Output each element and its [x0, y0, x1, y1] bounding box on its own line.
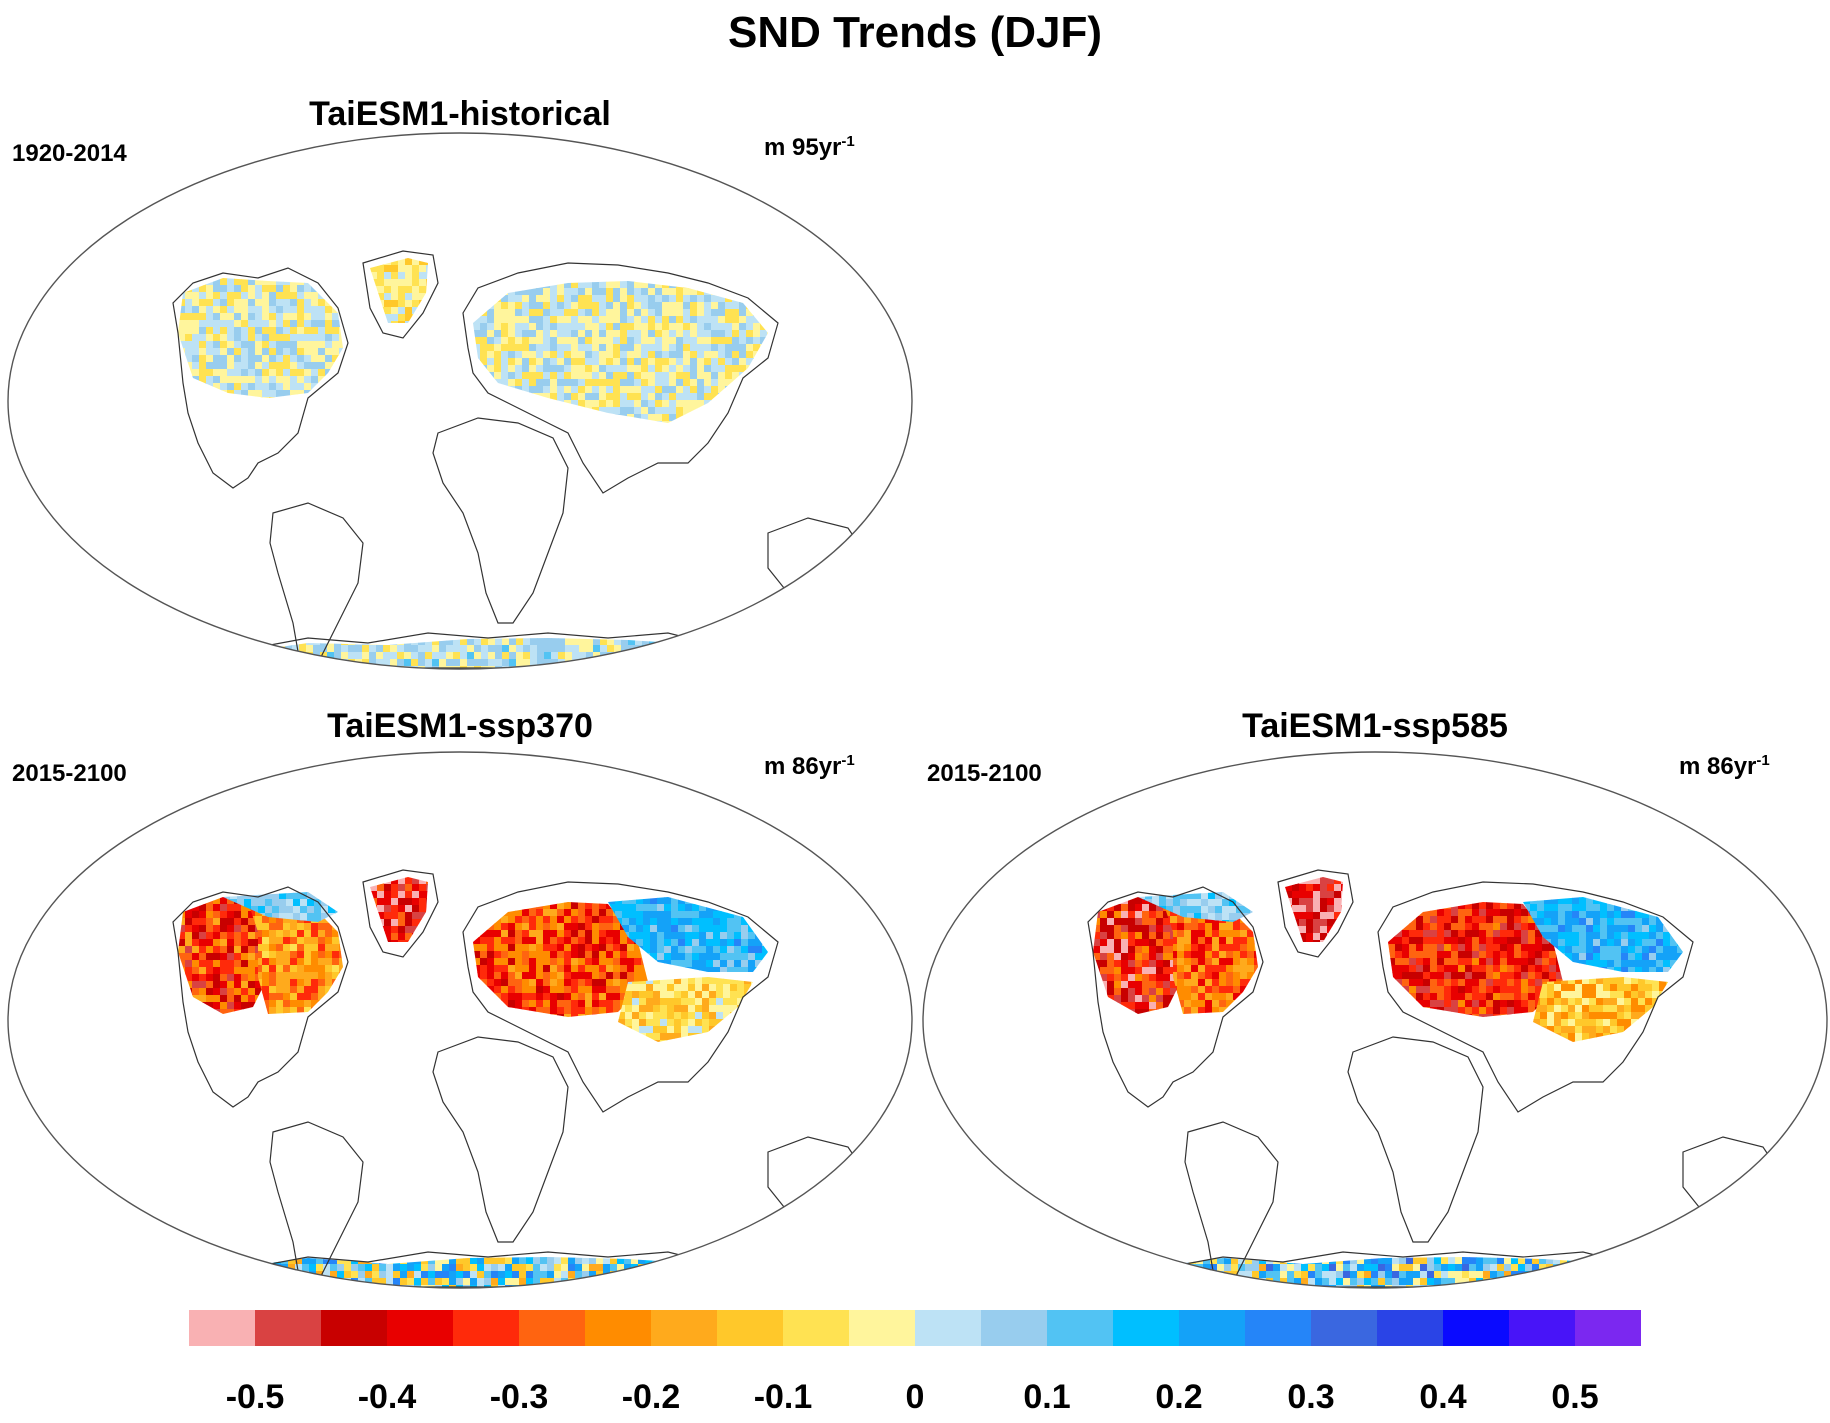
map-border [7, 132, 913, 670]
panel-title-ssp370: TaiESM1-ssp370 [327, 707, 593, 745]
colorbar [189, 1310, 1641, 1346]
coastline-africa [432, 417, 569, 624]
trend-field [178, 278, 343, 398]
units-label-ssp585: m 86yr-1 [1679, 752, 1770, 780]
colorbar-tick-label: -0.1 [753, 1378, 813, 1416]
coastline-northAmerica [172, 267, 349, 489]
panel-title-historical: TaiESM1-historical [309, 95, 611, 133]
map-ssp370 [7, 751, 913, 1289]
colorbar-swatch [321, 1310, 388, 1346]
colorbar-swatch [651, 1310, 718, 1346]
colorbar-swatch [717, 1310, 784, 1346]
colorbar-tick-label: -0.4 [357, 1378, 417, 1416]
colorbar-swatch [1047, 1310, 1114, 1346]
trend-field [370, 877, 428, 942]
coastline-australia [1682, 1136, 1784, 1223]
map-border [7, 751, 913, 1289]
colorbar-swatch [1443, 1310, 1510, 1346]
period-label-ssp585: 2015-2100 [927, 760, 1042, 787]
colorbar-swatch [519, 1310, 586, 1346]
map-ssp585 [922, 751, 1828, 1289]
colorbar-tick-label: -0.3 [489, 1378, 549, 1416]
colorbar-tick-label: 0.4 [1419, 1378, 1467, 1416]
trend-field [370, 258, 428, 323]
coastline-northAmerica [1087, 886, 1264, 1108]
coastline-eurasia [1377, 881, 1694, 1113]
colorbar-swatch [1377, 1310, 1444, 1346]
units-label-historical: m 95yr-1 [764, 133, 855, 161]
figure-title: SND Trends (DJF) [727, 8, 1103, 57]
trend-field [473, 902, 648, 1017]
colorbar-swatch [1113, 1310, 1180, 1346]
colorbar-swatch [255, 1310, 322, 1346]
colorbar-swatch [585, 1310, 652, 1346]
colorbar-tick-label: 0.5 [1551, 1378, 1599, 1416]
coastline-greenland [1277, 869, 1354, 958]
colorbar-swatch [387, 1310, 454, 1346]
trend-field [473, 281, 768, 423]
colorbar-swatch [849, 1310, 916, 1346]
coastline-northAmerica [172, 886, 349, 1108]
map-border [922, 751, 1828, 1289]
coastline-greenland [362, 869, 439, 958]
colorbar-swatch [189, 1310, 256, 1346]
coastline-greenland [362, 250, 439, 339]
coastline-australia [767, 517, 869, 604]
period-label-historical: 1920-2014 [12, 140, 127, 167]
coastline-eurasia [462, 262, 779, 494]
units-label-ssp370: m 86yr-1 [764, 752, 855, 780]
colorbar-swatch [1575, 1310, 1641, 1346]
colorbar-swatch [915, 1310, 982, 1346]
colorbar-swatch [1509, 1310, 1576, 1346]
colorbar-swatch [453, 1310, 520, 1346]
trend-field [1533, 977, 1668, 1042]
colorbar-tick-label: 0.1 [1023, 1378, 1071, 1416]
trend-field [618, 977, 753, 1042]
map-historical [7, 132, 913, 670]
coastline-africa [432, 1036, 569, 1243]
colorbar-swatch [783, 1310, 850, 1346]
colorbar-tick-label: -0.5 [225, 1378, 285, 1416]
period-label-ssp370: 2015-2100 [12, 760, 127, 787]
coastline-eurasia [462, 881, 779, 1113]
colorbar-tick-label: -0.2 [621, 1378, 681, 1416]
colorbar-swatch [1179, 1310, 1246, 1346]
colorbar-swatch [981, 1310, 1048, 1346]
coastline-australia [767, 1136, 869, 1223]
colorbar-swatch [1245, 1310, 1312, 1346]
colorbar-tick-label: 0.2 [1155, 1378, 1203, 1416]
trend-field [1285, 877, 1343, 942]
colorbar-tick-label: 0.3 [1287, 1378, 1335, 1416]
coastline-africa [1347, 1036, 1484, 1243]
colorbar-swatch [1311, 1310, 1378, 1346]
colorbar-tick-label: 0 [905, 1378, 925, 1416]
panel-title-ssp585: TaiESM1-ssp585 [1242, 707, 1508, 745]
